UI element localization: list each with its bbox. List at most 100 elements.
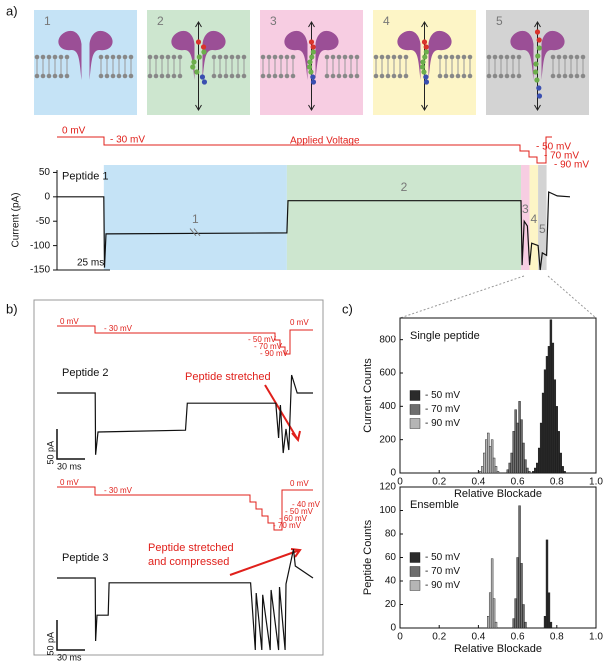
- histogram-bar: [510, 452, 513, 474]
- lipid-head: [40, 73, 46, 79]
- lipid-head: [223, 73, 229, 79]
- state-number: 5: [496, 14, 503, 28]
- peptide-bead: [419, 64, 426, 70]
- voltage-label: 0 mV: [60, 317, 79, 326]
- voltage-label: - 40 mV: [292, 500, 321, 509]
- lipid-head: [379, 73, 385, 79]
- lipid-head: [354, 54, 360, 60]
- trace: [57, 191, 571, 271]
- voltage-protocol: [57, 325, 313, 355]
- peptide-bead: [310, 74, 316, 80]
- lipid-head: [284, 73, 290, 79]
- lipid-head: [492, 54, 498, 60]
- histogram-bar: [481, 466, 484, 474]
- peptide-bead: [533, 61, 539, 67]
- peptide-bead: [421, 39, 428, 45]
- peptide-bead: [201, 79, 208, 85]
- lipid-head: [556, 54, 562, 60]
- histogram-bar: [559, 452, 562, 474]
- lipid-head: [461, 73, 467, 79]
- histogram-bar: [490, 439, 494, 474]
- lipid-head: [211, 54, 217, 60]
- histogram-bar: [532, 471, 535, 474]
- lipid-head: [34, 73, 40, 79]
- lipid-head: [116, 73, 122, 79]
- histogram-bar: [549, 319, 553, 474]
- peptide-bead: [310, 49, 316, 55]
- voltage-label: 0 mV: [290, 318, 309, 327]
- pore: [171, 30, 195, 80]
- legend-swatch: [409, 566, 421, 577]
- lipid-head: [455, 73, 461, 79]
- trace-title: Peptide 2: [62, 367, 108, 379]
- voltage-label: 0 mV: [60, 478, 79, 487]
- peptide-bead: [421, 69, 427, 75]
- pore: [58, 30, 82, 80]
- histogram-bar: [563, 471, 566, 474]
- trace: [57, 374, 313, 455]
- lipid-head: [241, 73, 247, 79]
- histogram-bar: [534, 467, 537, 474]
- state-icons: 1 2 3 4 5: [34, 10, 589, 115]
- lipid-head: [98, 54, 104, 60]
- panel-label: a): [6, 3, 18, 18]
- y-axis-label: Current Counts: [362, 358, 374, 433]
- histogram-bar: [492, 598, 496, 629]
- lipid-head: [40, 54, 46, 60]
- lipid-head: [342, 73, 348, 79]
- histogram-bar: [512, 431, 515, 474]
- lipid-head: [379, 54, 385, 60]
- annotation: Peptide stretched: [185, 371, 271, 383]
- legend-swatch: [409, 580, 421, 591]
- lipid-head: [290, 73, 296, 79]
- y-axis-label: Peptide Counts: [362, 519, 374, 595]
- peptide-bead: [420, 59, 426, 65]
- scale-bar: [56, 429, 85, 460]
- histogram-bar: [516, 422, 519, 474]
- lipid-head: [284, 54, 290, 60]
- lipid-head: [159, 73, 165, 79]
- x-tick-label: 0.2: [432, 632, 446, 643]
- peptide-bead: [196, 54, 202, 60]
- lipid-head: [504, 73, 510, 79]
- y-tick-label: 400: [379, 401, 396, 412]
- lipid-head: [217, 54, 223, 60]
- voltage-label: - 30 mV: [110, 135, 145, 146]
- lipid-head: [449, 73, 455, 79]
- histogram-bar: [553, 379, 557, 474]
- y-axis-label: Current (pA): [11, 192, 22, 247]
- state-number: 3: [270, 14, 277, 28]
- lipid-head: [556, 73, 562, 79]
- histogram-bar: [543, 369, 547, 474]
- voltage-label: - 50 mV: [285, 507, 314, 516]
- peptide-bead: [423, 44, 429, 50]
- y-tick-label: 50: [39, 167, 51, 178]
- peptide-bead: [310, 44, 316, 50]
- peptide-bead: [536, 85, 542, 91]
- histogram-bar: [551, 342, 555, 474]
- peptide-bead: [308, 39, 315, 45]
- pore: [89, 30, 113, 80]
- legend-label: - 70 mV: [425, 566, 460, 577]
- histogram-bar: [541, 392, 545, 474]
- axis-break: [189, 228, 201, 237]
- lipid-head: [492, 73, 498, 79]
- y-tick-label: 600: [379, 368, 396, 379]
- y-tick-label: 200: [379, 434, 396, 445]
- voltage-label: - 70 mV: [254, 342, 283, 351]
- peptide-bead: [308, 69, 314, 75]
- lipid-head: [550, 73, 556, 79]
- lipid-head: [46, 54, 52, 60]
- voltage-label: - 50 mV: [536, 142, 571, 153]
- lipid-head: [223, 54, 229, 60]
- pore: [202, 30, 226, 80]
- peptide-bead: [200, 44, 207, 50]
- lipid-head: [403, 54, 409, 60]
- lipid-head: [104, 54, 110, 60]
- peptide-bead: [309, 54, 315, 60]
- lipid-head: [260, 73, 266, 79]
- lipid-head: [58, 54, 64, 60]
- lipid-head: [385, 73, 391, 79]
- panel-label: b): [6, 301, 18, 316]
- peptide-bead: [190, 64, 196, 70]
